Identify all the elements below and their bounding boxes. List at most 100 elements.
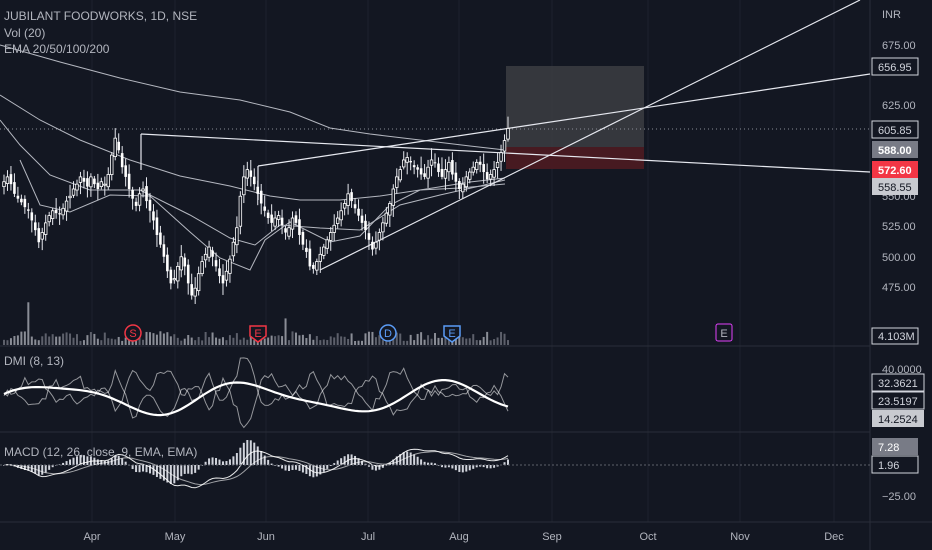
time-tick: Jul [361,531,375,543]
dmi-lines [3,357,509,429]
candle [388,201,392,227]
dividend-marker[interactable]: D [379,324,397,342]
price-tag-last: 605.85 [871,120,919,139]
price-tag-entry: 588.00 [872,141,918,158]
macd-histogram-bar [364,463,367,465]
candle [75,179,79,197]
volume-bar [183,338,186,345]
event-markers[interactable]: S E D E E [124,323,733,343]
candle [179,245,183,278]
macd-histogram-bar [96,459,99,465]
macd-histogram-bar [468,465,471,471]
dmi-tag-1: 32.3621 [871,373,925,392]
price-tick: 500.00 [882,252,916,264]
macd-histogram-bar [155,465,158,478]
volume-bar [312,339,315,345]
volume-bar [402,340,405,345]
macd-histogram-bar [406,451,409,465]
split-marker[interactable]: S [124,324,142,342]
earnings-marker-1[interactable]: E [249,325,267,343]
volume-bar [131,340,134,345]
macd-histogram-bar [343,456,346,465]
split-marker-label: S [129,328,136,340]
svg-text:572.60: 572.60 [878,165,912,177]
candle [103,176,107,196]
candle [89,173,93,197]
candle [82,169,86,189]
candle [96,173,100,200]
candle [231,237,236,262]
macd-histogram-bar [319,465,322,475]
volume-bar [305,338,308,345]
candle [245,161,250,186]
macd-histogram-bar [444,465,447,468]
volume-label: Vol (20) [4,26,45,40]
candle [409,156,412,171]
candle [458,178,461,200]
volume-bar [249,335,252,345]
macd-histogram-bar [72,457,75,465]
macd-histogram-bar [58,464,61,466]
volume-bar [409,334,412,345]
candle [488,169,493,187]
candle [162,235,166,263]
volume-bar [176,337,179,345]
volume-bar [507,340,509,345]
volume-bar [16,335,19,345]
macd-tag-2: 1.96 [871,455,919,474]
price-tick: 525.00 [882,221,916,233]
candle [398,165,402,183]
macd-histogram-bar [493,465,496,468]
candle [44,214,48,241]
symbol-title: JUBILANT FOODWORKS, 1D, NSE [4,9,197,23]
candle [364,214,367,240]
candle [276,210,281,227]
volume-bar [336,333,339,345]
macd-histogram-bar [354,455,357,465]
volume-bar [34,339,37,345]
candle [259,183,263,215]
volume-bar [315,336,318,345]
macd-histogram-bar [62,462,65,465]
earnings-marker-2[interactable]: E [443,325,461,343]
price-axis[interactable]: INR 675.00 625.00 550.00 525.00 500.00 4… [871,9,925,503]
earnings-marker-upcoming[interactable]: E [715,323,733,342]
svg-text:558.55: 558.55 [878,182,912,194]
time-axis[interactable]: Apr May Jun Jul Aug Sep Oct Nov Dec [83,531,844,543]
volume-bar [93,333,96,345]
volume-bar [232,337,235,345]
candle [176,262,180,289]
macd-histogram-bar [208,458,211,465]
candle [506,116,510,142]
candle [318,246,323,273]
candle [305,239,308,258]
candle [419,156,423,180]
candle [64,196,69,221]
trend-lines [140,0,871,271]
volume-bar [208,337,211,345]
macd-histogram-bar [121,458,124,465]
candle [464,170,468,192]
volume-bar [364,333,367,345]
volume-bar [465,338,468,345]
candle [61,203,65,220]
macd-histogram-bar [312,465,315,478]
macd-histogram-bar [86,456,89,465]
candle [461,177,465,199]
candle [332,214,336,242]
candle [71,181,76,198]
macd-histogram-bar [256,446,259,465]
volume-bar [107,338,110,345]
candle [78,171,83,195]
volume-bar [197,336,200,345]
price-tick: 625.00 [882,100,916,112]
candle [402,151,406,170]
candle [433,153,437,168]
volume-bar [329,336,332,345]
earnings-marker-upcoming-label: E [720,328,727,340]
trendline-lower-channel [319,0,861,271]
volume-bar [124,337,127,345]
macd-histogram-bar [326,465,329,469]
volume-bar [3,339,5,345]
volume-bar [423,339,426,345]
